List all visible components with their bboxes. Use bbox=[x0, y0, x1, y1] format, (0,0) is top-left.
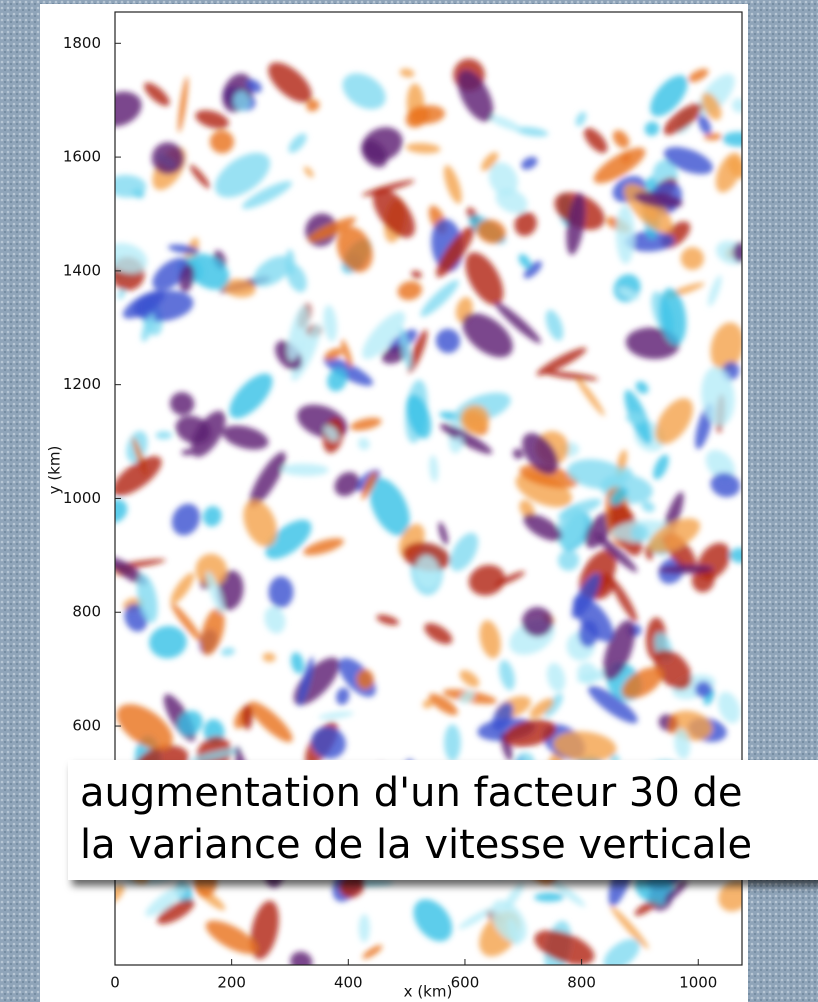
x-axis-label: x (km) bbox=[404, 983, 453, 1001]
y-tick-label: 1600 bbox=[63, 148, 101, 166]
y-tick-label: 1000 bbox=[63, 489, 101, 507]
x-tick-label: 400 bbox=[334, 974, 363, 992]
eddy bbox=[444, 724, 461, 761]
y-tick-label: 800 bbox=[72, 603, 101, 621]
x-tick-label: 200 bbox=[217, 974, 246, 992]
y-tick-label: 1400 bbox=[63, 261, 101, 279]
x-tick-label: 600 bbox=[451, 974, 480, 992]
caption-line: la variance de la vitesse verticale bbox=[80, 822, 752, 868]
x-tick-label: 800 bbox=[567, 974, 596, 992]
y-tick-label: 1800 bbox=[63, 34, 101, 52]
y-axis-label: y (km) bbox=[46, 446, 64, 495]
y-tick-label: 1200 bbox=[63, 375, 101, 393]
x-tick-label: 1000 bbox=[679, 974, 717, 992]
eddy bbox=[242, 704, 253, 730]
y-tick-label: 600 bbox=[72, 717, 101, 735]
slide: 0 200 400 600 800 1000 600 800 1000 1200 1400 1600 1… bbox=[0, 0, 818, 1002]
caption-line: augmentation d'un facteur 30 de bbox=[80, 770, 743, 816]
x-tick-label: 0 bbox=[110, 974, 120, 992]
page: 0 200 400 600 800 1000 600 800 1000 1200 1400 1600 1… bbox=[0, 0, 818, 1002]
